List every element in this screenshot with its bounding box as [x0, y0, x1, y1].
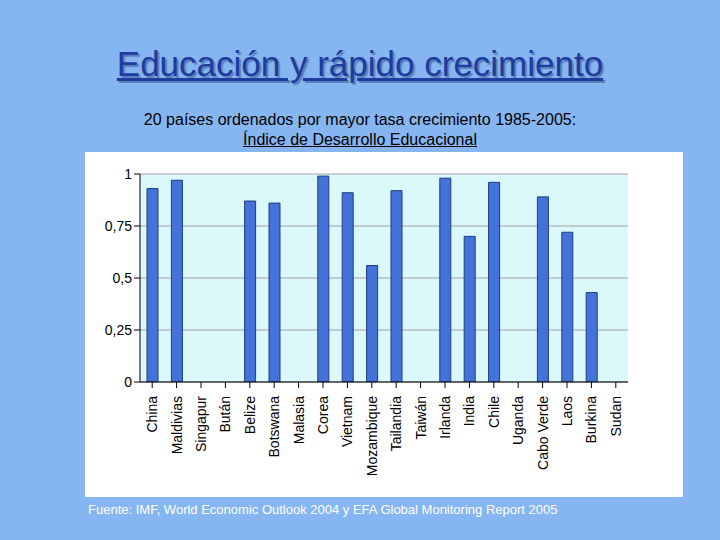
svg-text:Cabo Verde: Cabo Verde — [535, 396, 551, 470]
svg-text:Uganda: Uganda — [510, 396, 526, 445]
svg-text:Singapur: Singapur — [193, 396, 209, 452]
svg-text:Bután: Bután — [217, 396, 233, 433]
svg-text:Belize: Belize — [242, 396, 258, 434]
html-text:Educación y rápido crecimiento: Educación y rápido crecimiento — [116, 44, 604, 83]
svg-text:Chile: Chile — [486, 396, 502, 428]
html-text:Fuente: IMF, World Economic Ou: Fuente: IMF, World Economic Outlook 2004… — [88, 502, 558, 517]
svg-text:Burkina: Burkina — [583, 396, 599, 444]
svg-text:0,25: 0,25 — [105, 322, 132, 338]
svg-text:Corea: Corea — [315, 396, 331, 434]
html-text:Índice de Desarrollo Educacion: Índice de Desarrollo Educacional — [243, 131, 477, 148]
svg-text:Vietnam: Vietnam — [339, 396, 355, 447]
svg-text:0,5: 0,5 — [113, 270, 133, 286]
svg-text:0: 0 — [124, 374, 132, 390]
svg-text:India: India — [461, 396, 477, 427]
svg-text:0,75: 0,75 — [105, 218, 132, 234]
svg-text:Maldivias: Maldivias — [169, 396, 185, 454]
html-text:20 países ordenados por mayor: 20 países ordenados por mayor tasa creci… — [143, 111, 577, 128]
svg-text:Malasia: Malasia — [291, 396, 307, 444]
svg-text:Laos: Laos — [559, 396, 575, 426]
svg-text:Tailandia: Tailandia — [388, 396, 404, 451]
svg-text:China: China — [144, 396, 160, 433]
svg-text:Mozambique: Mozambique — [364, 396, 380, 476]
svg-text:Botswana: Botswana — [266, 396, 282, 458]
svg-text:Taiwán: Taiwán — [413, 396, 429, 440]
svg-text:1: 1 — [124, 166, 132, 182]
svg-text:Sudan: Sudan — [608, 396, 624, 436]
svg-text:Irlanda: Irlanda — [437, 396, 453, 439]
